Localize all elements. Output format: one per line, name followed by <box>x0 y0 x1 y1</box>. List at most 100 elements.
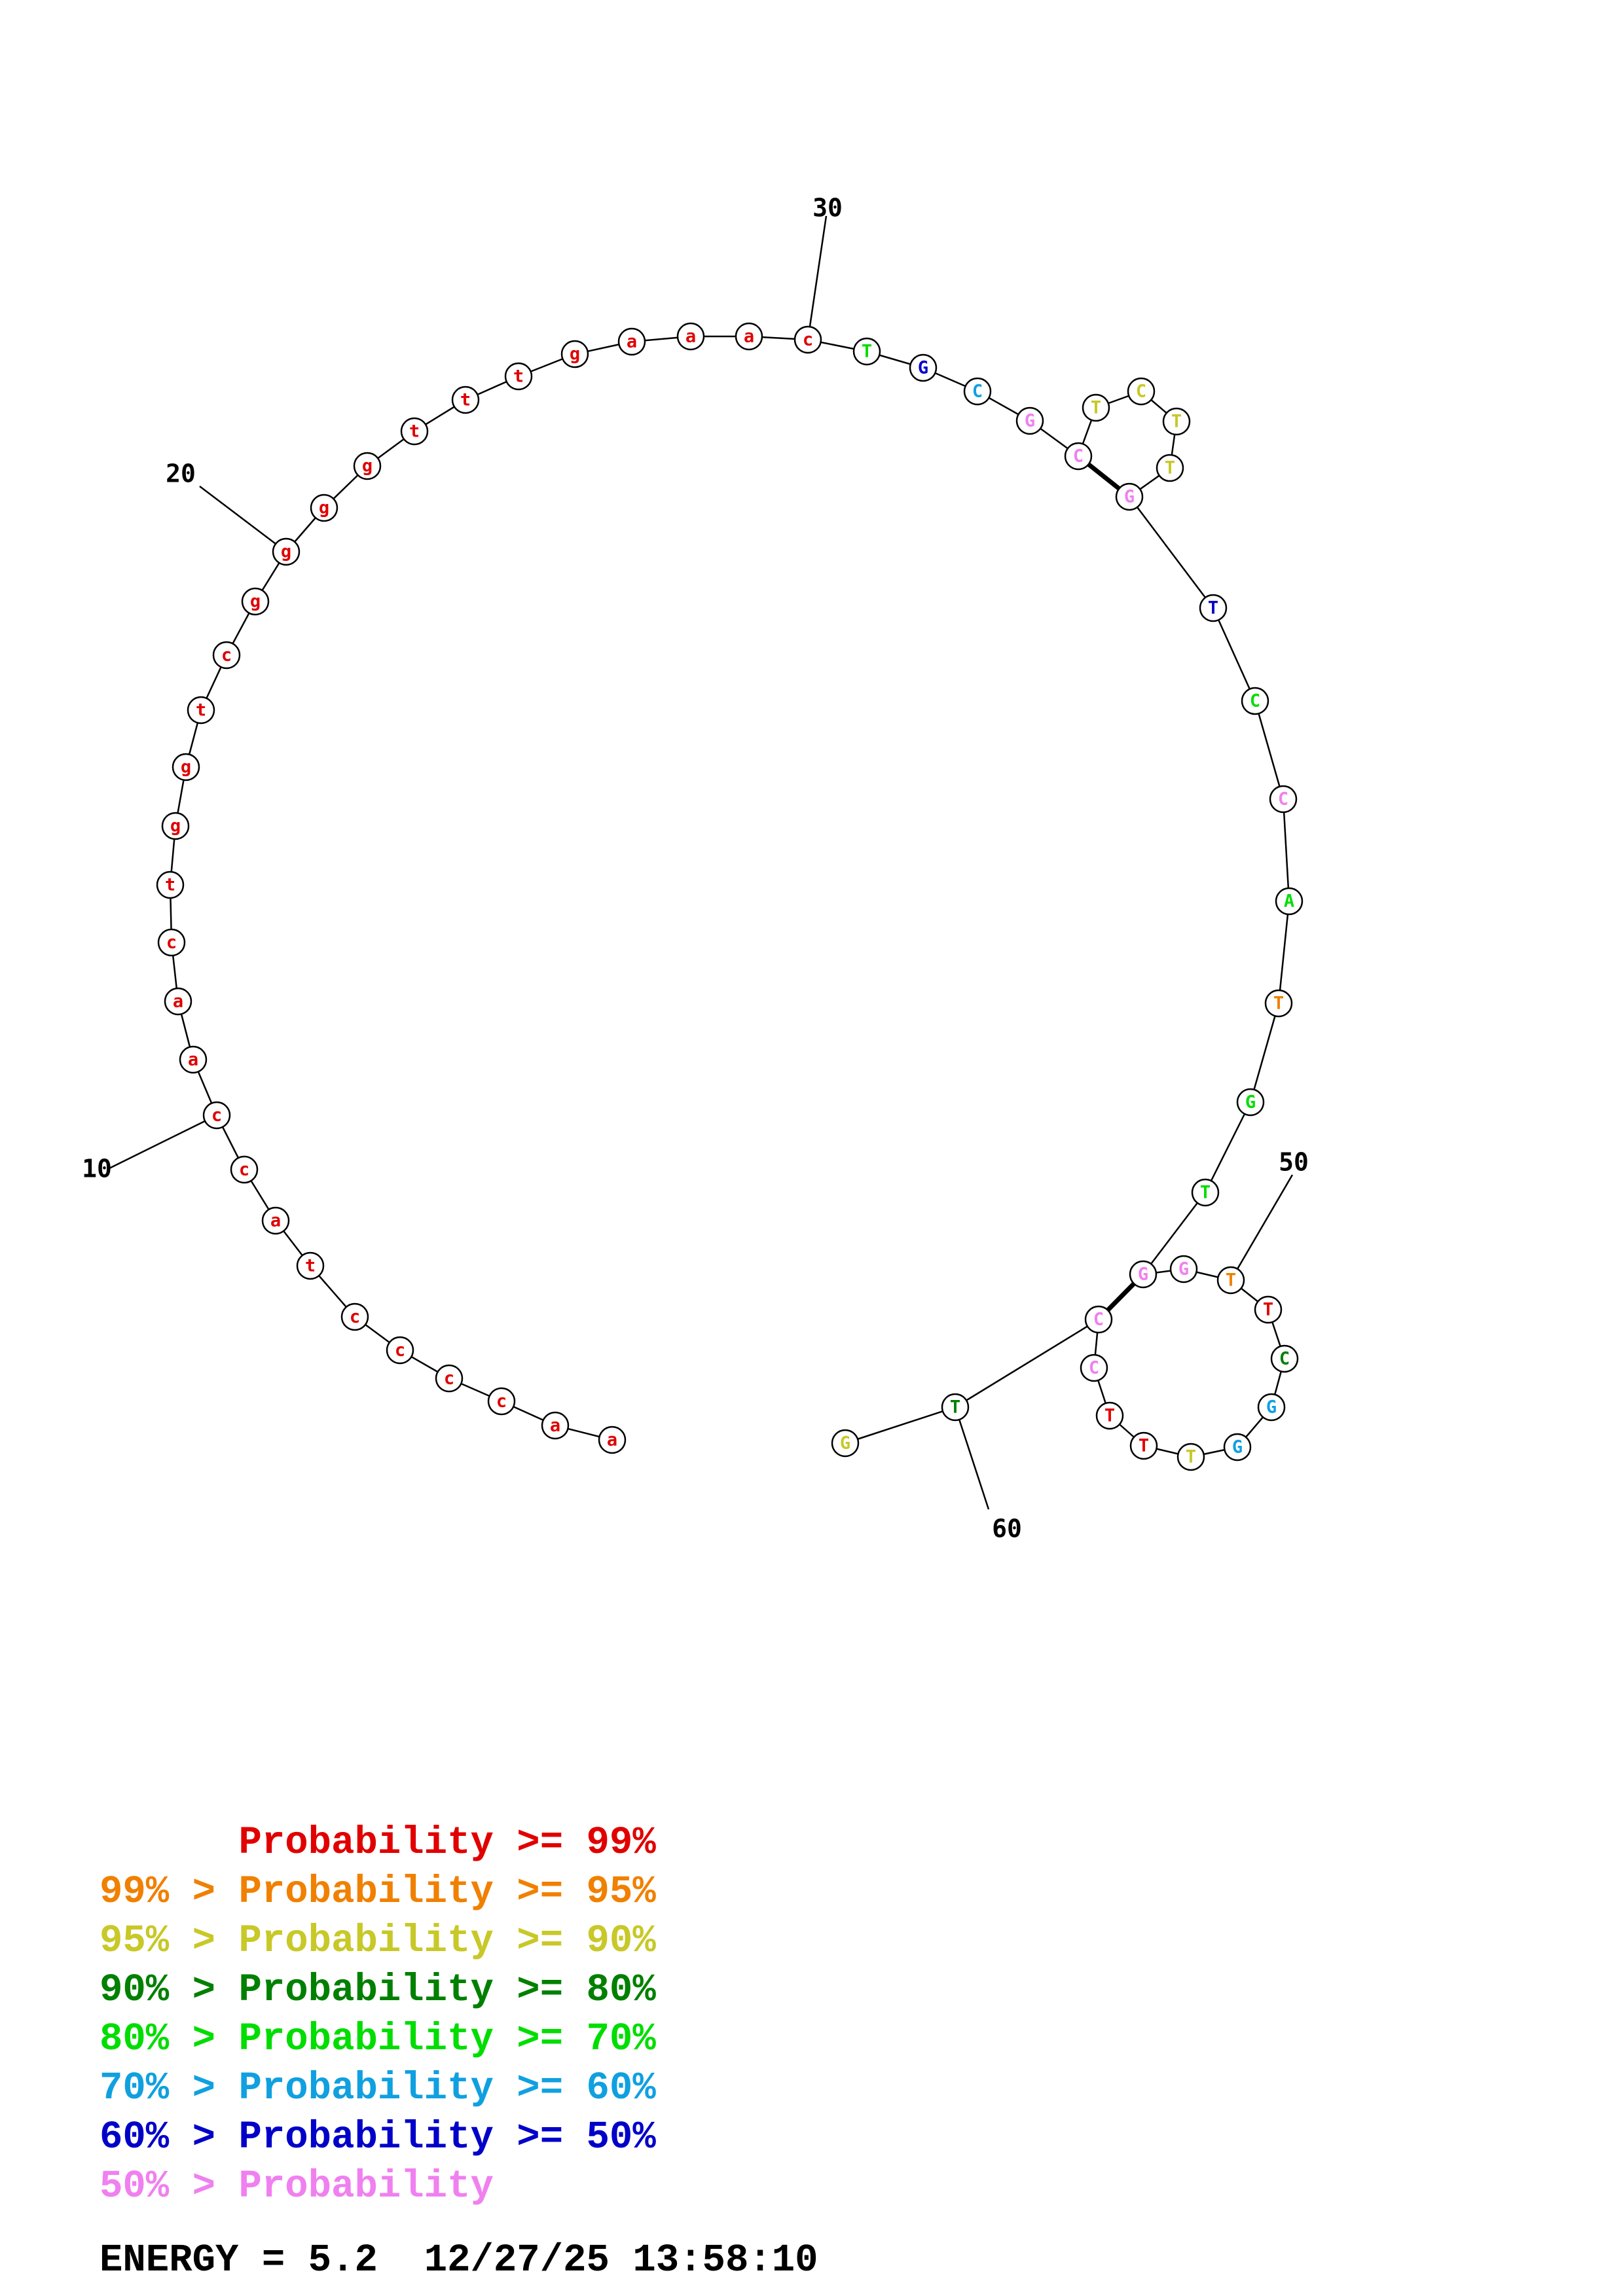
nucleotide-circle <box>1257 1393 1286 1422</box>
backbone-segment <box>1282 798 1290 902</box>
nucleotide-37: C <box>1127 377 1156 406</box>
nucleotide-base: G <box>1178 1259 1189 1280</box>
backbone-segment <box>1277 901 1290 1004</box>
footer: ENERGY = 5.2 12/27/25 13:58:10 <box>100 2238 818 2282</box>
nucleotide-12: a <box>164 987 192 1016</box>
backbone-segment <box>1142 1192 1206 1275</box>
legend-text: Probability >= 70% <box>238 2017 656 2061</box>
nucleotide-base: g <box>281 542 291 562</box>
nucleotide-circle <box>1015 406 1044 435</box>
nucleotide-26: g <box>560 340 589 368</box>
nucleotide-circle <box>157 928 186 957</box>
index-label-30: 30 <box>812 194 843 223</box>
nucleotide-circle <box>1176 1443 1205 1471</box>
legend-prefix: 50% > <box>100 2164 239 2208</box>
nucleotide-59: C <box>1084 1305 1113 1334</box>
nucleotide-base: C <box>1093 1310 1104 1330</box>
nucleotide-11: a <box>179 1045 208 1074</box>
nucleotide-40: G <box>1115 482 1144 511</box>
backbone-segment <box>955 1318 1099 1408</box>
legend-row: 90% > Probability >= 80% <box>100 1965 656 2015</box>
index-label-10: 10 <box>82 1155 112 1183</box>
nucleotide-base: G <box>1025 411 1035 431</box>
nucleotide-circle <box>1270 1344 1299 1373</box>
nucleotide-42: C <box>1241 687 1269 715</box>
nucleotide-15: g <box>161 812 190 840</box>
nucleotide-base: G <box>918 358 928 378</box>
legend-text: Probability >= 99% <box>238 1821 656 1865</box>
nucleotide-base: C <box>1136 382 1146 402</box>
nucleotide-14: t <box>156 870 185 899</box>
nucleotide-base: C <box>972 382 983 402</box>
nucleotide-base: c <box>803 330 813 350</box>
nucleotide-circle <box>1115 482 1144 511</box>
nucleotide-circle <box>793 325 822 354</box>
nucleotide-base: G <box>1138 1265 1148 1285</box>
nucleotide-base: T <box>1104 1406 1115 1426</box>
nucleotide-circle <box>1236 1088 1265 1117</box>
nucleotide-49: G <box>1169 1255 1198 1283</box>
nucleotide-circle <box>1223 1433 1252 1462</box>
nucleotide-21: g <box>310 493 338 522</box>
legend-text: Probability >= 80% <box>238 1968 656 2012</box>
nucleotide-base: g <box>319 498 329 518</box>
legend-text: Probability >= 95% <box>238 1870 656 1914</box>
nucleotide-circle <box>1084 1305 1113 1334</box>
nucleotide-circle <box>560 340 589 368</box>
nucleotide-base: a <box>173 992 183 1012</box>
nucleotide-43: C <box>1269 785 1298 814</box>
nucleotide-41: T <box>1199 594 1228 622</box>
legend-row: 60% > Probability >= 50% <box>100 2113 656 2162</box>
nucleotide-base: t <box>513 367 524 387</box>
nucleotide-20: g <box>272 537 301 566</box>
nucleotide-circle <box>1129 1260 1158 1289</box>
legend-row: 70% > Probability >= 60% <box>100 2064 656 2113</box>
legend-row: Probability >= 99% <box>100 1818 656 1867</box>
legend-prefix <box>100 1821 238 1865</box>
legend-prefix: 90% > <box>100 1968 239 2012</box>
legend-row: 99% > Probability >= 95% <box>100 1867 656 1916</box>
nucleotide-23: t <box>400 417 429 446</box>
nucleotide-circle <box>735 322 763 351</box>
index-tick <box>1230 1174 1294 1281</box>
nucleotide-6: c <box>340 1302 369 1331</box>
nucleotide-base: g <box>250 592 261 612</box>
nucleotide-55: T <box>1176 1443 1205 1471</box>
nucleotide-32: G <box>909 353 938 382</box>
nucleotide-52: C <box>1270 1344 1299 1373</box>
nucleotide-circle <box>909 353 938 382</box>
legend-row: 80% > Probability >= 70% <box>100 2015 656 2064</box>
nucleotide-base: T <box>1208 598 1218 619</box>
nucleotide-base: t <box>196 700 206 721</box>
nucleotide-base: c <box>211 1105 222 1126</box>
nucleotide-circle <box>1275 887 1304 916</box>
nucleotide-circle <box>187 696 215 725</box>
nucleotide-4: c <box>435 1364 464 1393</box>
nucleotide-circle <box>1082 393 1110 422</box>
nucleotide-29: a <box>735 322 763 351</box>
nucleotide-circle <box>164 987 192 1016</box>
nucleotide-19: g <box>241 587 270 616</box>
backbone-segment <box>1249 1003 1280 1103</box>
nucleotide-base: A <box>1284 891 1294 912</box>
nucleotide-circle <box>1129 1431 1158 1460</box>
nucleotide-circle <box>212 641 241 670</box>
legend-prefix: 95% > <box>100 1919 239 1963</box>
nucleotide-35: C <box>1064 442 1093 471</box>
backbone-segment <box>1129 496 1214 609</box>
nucleotide-circle <box>386 1336 414 1365</box>
nucleotide-circle <box>296 1251 325 1280</box>
nucleotide-circle <box>202 1101 231 1130</box>
nucleotide-circle <box>1095 1401 1124 1430</box>
nucleotide-base: C <box>1250 691 1260 711</box>
nucleotide-27: a <box>617 327 646 356</box>
nucleotides: a a c c c c t a c c a a c t g g t c g g g g t t t g a a a c T G C G C T C T T G… <box>156 322 1304 1471</box>
nucleotide-base: G <box>840 1433 850 1454</box>
nucleotide-circle <box>676 322 705 351</box>
nucleotide-circle <box>941 1393 970 1422</box>
index-label-60: 60 <box>992 1515 1022 1543</box>
nucleotide-circle <box>487 1387 516 1416</box>
backbone-segment <box>1254 700 1285 800</box>
nucleotide-circle <box>1254 1295 1283 1324</box>
